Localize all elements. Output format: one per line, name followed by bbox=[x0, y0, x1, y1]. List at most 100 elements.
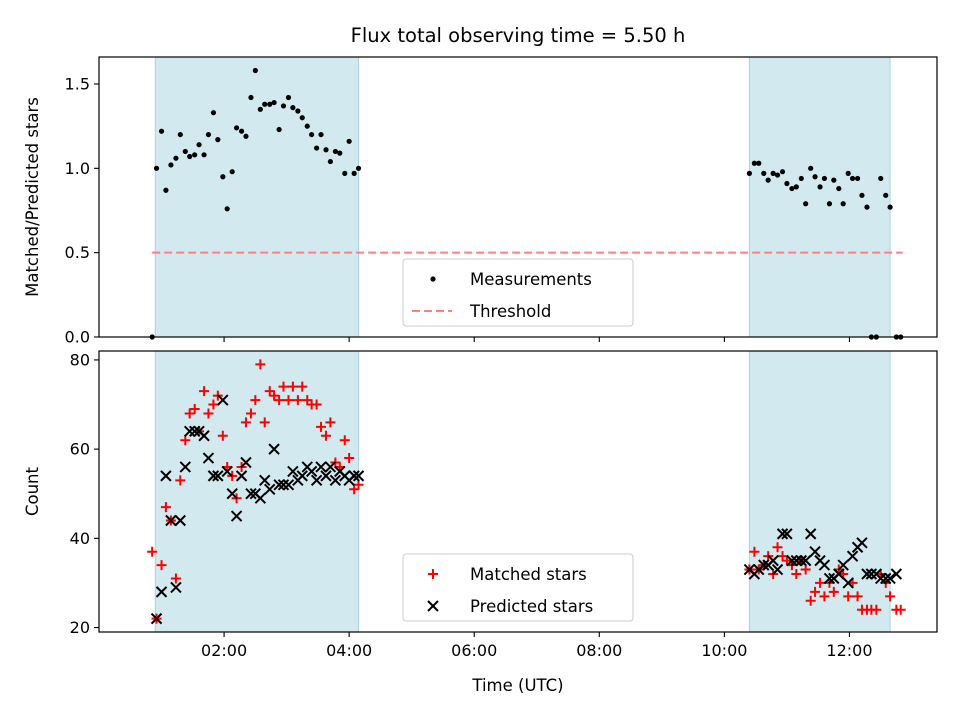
x-tick-label: 04:00 bbox=[326, 641, 372, 660]
matched-stars-point bbox=[199, 386, 210, 397]
predicted-stars-point bbox=[781, 528, 793, 540]
matched-stars-point bbox=[217, 430, 228, 441]
predicted-stars-point bbox=[846, 550, 859, 562]
measurement-point bbox=[355, 165, 362, 171]
measurement-point bbox=[779, 169, 786, 175]
measurement-point bbox=[229, 169, 235, 175]
predicted-stars-point bbox=[809, 546, 821, 558]
predicted-stars-point bbox=[170, 581, 182, 594]
measurement-point bbox=[262, 101, 268, 107]
measurement-point bbox=[252, 67, 258, 74]
measurement-point bbox=[342, 170, 348, 176]
measurement-point bbox=[751, 160, 757, 166]
matched-stars-point bbox=[344, 453, 355, 464]
predicted-stars-point bbox=[329, 474, 342, 487]
top-shaded-spans bbox=[154, 56, 891, 338]
predicted-stars-point bbox=[259, 474, 271, 487]
x-tick-label: 12:00 bbox=[826, 641, 872, 660]
matched-stars-point bbox=[316, 421, 327, 432]
predicted-stars-point bbox=[799, 554, 812, 567]
predicted-stars-point bbox=[837, 559, 849, 571]
matched-stars-point bbox=[895, 604, 906, 615]
top-y-axis-label: Matched/Predicted stars bbox=[23, 97, 42, 297]
matched-stars-point bbox=[264, 386, 275, 397]
predicted-stars-point bbox=[277, 479, 290, 491]
matched-stars-point bbox=[885, 591, 896, 602]
measurement-point bbox=[793, 184, 799, 190]
predicted-stars-point bbox=[217, 394, 229, 406]
predicted-stars-point bbox=[188, 425, 201, 437]
predicted-stars-point bbox=[771, 563, 784, 576]
predicted-stars-point bbox=[221, 465, 233, 478]
top-panel-ticks: 0.0 0.5 1.0 1.5 bbox=[65, 74, 850, 347]
measurement-point bbox=[784, 180, 790, 187]
measurement-point bbox=[831, 177, 837, 183]
matched-stars-point bbox=[189, 403, 200, 414]
measurement-point bbox=[153, 165, 160, 171]
matched-stars-point bbox=[871, 604, 882, 615]
predicted-stars-point bbox=[254, 492, 267, 504]
measurement-point bbox=[836, 185, 842, 192]
matched-stars-point bbox=[269, 390, 280, 401]
measurement-point bbox=[248, 94, 254, 101]
matched-stars-point bbox=[810, 586, 821, 597]
measurement-point bbox=[756, 160, 762, 166]
measurement-point bbox=[215, 137, 221, 143]
legend-matched-symbol bbox=[428, 569, 438, 579]
matched-stars-point bbox=[749, 546, 760, 557]
matched-stars-point bbox=[781, 555, 792, 566]
matched-stars-point bbox=[255, 359, 266, 370]
measurement-point bbox=[271, 99, 277, 106]
predicted-stars-point bbox=[875, 572, 887, 585]
measurement-point bbox=[290, 105, 296, 111]
measurement-point bbox=[821, 175, 828, 182]
predicted-stars-point bbox=[150, 612, 163, 625]
predicted-stars-point bbox=[264, 483, 276, 495]
predicted-stars-point bbox=[174, 514, 187, 527]
legend-box bbox=[402, 553, 634, 622]
shaded-span-2 bbox=[748, 350, 891, 633]
predicted-stars-point bbox=[296, 470, 308, 482]
legend-predicted-symbol bbox=[427, 600, 439, 612]
matched-stars-point bbox=[147, 546, 158, 557]
matched-stars-point bbox=[175, 475, 186, 486]
top-legend: Measurements Threshold bbox=[402, 258, 634, 327]
bottom-panel-marks bbox=[147, 359, 906, 625]
predicted-stars-point bbox=[786, 554, 798, 567]
matched-stars-point bbox=[245, 408, 256, 419]
legend-box bbox=[402, 258, 634, 327]
matched-stars-point bbox=[283, 395, 294, 406]
predicted-stars-point bbox=[884, 572, 896, 585]
y-tick-label: 60 bbox=[70, 440, 90, 459]
matched-stars-point bbox=[772, 542, 783, 553]
matched-stars-point bbox=[156, 560, 167, 571]
measurement-point bbox=[238, 128, 245, 134]
matched-stars-point bbox=[349, 484, 360, 495]
matched-stars-point bbox=[815, 577, 826, 588]
measurement-point bbox=[826, 201, 833, 207]
matched-stars-point bbox=[302, 395, 313, 406]
measurement-point bbox=[774, 172, 781, 178]
matched-stars-point bbox=[843, 591, 854, 602]
predicted-stars-point bbox=[235, 470, 248, 482]
measurement-point bbox=[346, 138, 352, 144]
predicted-stars-point bbox=[320, 470, 332, 482]
predicted-stars-point bbox=[842, 577, 854, 589]
predicted-stars-point bbox=[179, 461, 192, 473]
y-tick-label: 20 bbox=[70, 618, 90, 637]
measurement-point bbox=[314, 145, 320, 151]
measurement-point bbox=[177, 131, 183, 138]
measurement-point bbox=[770, 170, 776, 176]
matched-stars-point bbox=[805, 595, 816, 606]
matched-stars-point bbox=[852, 591, 863, 602]
predicted-stars-point bbox=[865, 568, 878, 580]
predicted-stars-point bbox=[767, 554, 779, 567]
matched-stars-point bbox=[819, 591, 830, 602]
measurement-point bbox=[878, 175, 884, 182]
measurement-point bbox=[285, 94, 292, 101]
matched-stars-point bbox=[278, 381, 289, 392]
matched-stars-point bbox=[208, 399, 219, 410]
measurement-point bbox=[158, 128, 165, 134]
measurement-point bbox=[163, 187, 169, 193]
